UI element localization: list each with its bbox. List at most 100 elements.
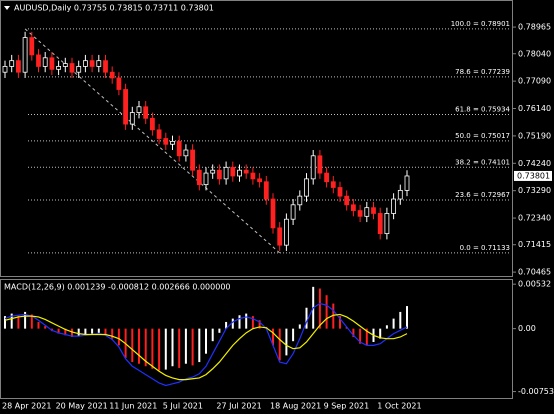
candle-body [384, 213, 390, 235]
fib-label: 100.0 = 0.78901 [451, 20, 510, 28]
candle-body [136, 106, 142, 113]
candle-body [210, 169, 216, 174]
candle-body [243, 169, 249, 174]
candle-body [15, 60, 21, 73]
macd-bar [198, 328, 201, 363]
candle-body [324, 172, 330, 183]
macd-bar [138, 328, 140, 364]
macd-bar [379, 328, 382, 339]
macd-bar [258, 320, 261, 329]
x-tick-label: 9 Sep 2021 [324, 402, 370, 411]
candle-body [183, 149, 189, 157]
macd-bar [77, 328, 80, 337]
macd-bar [218, 328, 221, 333]
y-tick-label: 0.70465 [518, 268, 551, 277]
candle-body [371, 207, 376, 214]
macd-bar [231, 318, 234, 329]
macd-title: MACD(12,26,9) 0.001239 -0.000812 0.00266… [4, 283, 231, 292]
candle-body [203, 172, 209, 186]
macd-bar [117, 328, 120, 346]
x-tick-label: 11 Jun 2021 [109, 402, 157, 411]
macd-bar [131, 328, 134, 363]
candle-body [89, 60, 95, 67]
candle-body [357, 210, 363, 217]
main-frame [0, 0, 513, 277]
candle-body [176, 140, 182, 157]
candle-body [56, 66, 61, 70]
candle-body [397, 189, 403, 200]
candle-body [250, 172, 256, 180]
macd-line [4, 313, 408, 381]
candle-body [29, 37, 35, 56]
macd-bar [171, 328, 174, 367]
price-box [514, 170, 552, 181]
main-title: AUDUSD,Daily 0.73755 0.73815 0.73711 0.7… [14, 4, 214, 13]
macd-bar [399, 311, 402, 329]
y-tick-label: 0.00532 [518, 280, 551, 289]
fib-label: 0.0 = 0.71133 [460, 244, 510, 252]
macd-bar [365, 328, 368, 346]
candle-body [129, 112, 135, 125]
candle-body [277, 227, 283, 246]
candle-body [330, 181, 336, 188]
candle-body [123, 89, 128, 125]
candle-body [317, 155, 323, 174]
y-tick-label: 0.75190 [518, 131, 551, 140]
candle-body [69, 63, 75, 73]
macd-bar [352, 328, 355, 337]
x-tick-label: 18 Aug 2021 [270, 402, 321, 411]
candle-body [257, 178, 263, 183]
macd-bar [339, 316, 341, 329]
macd-bar [245, 313, 248, 329]
macd-bar [251, 316, 254, 329]
macd-bar [57, 328, 60, 334]
candle-body [304, 178, 309, 197]
fib-label: 23.6 = 0.72967 [455, 191, 510, 199]
macd-bar [278, 328, 281, 361]
candle-body [76, 66, 82, 73]
macd-bar [184, 328, 187, 364]
candle-body [364, 207, 370, 217]
macd-bar [359, 328, 362, 344]
candle-body [350, 204, 356, 211]
macd-bar [158, 328, 161, 371]
candle-body [283, 218, 289, 246]
macd-bar [24, 311, 27, 329]
candle-body [96, 60, 102, 67]
macd-bar [17, 315, 20, 329]
macd-bar [211, 328, 214, 342]
candle-body [391, 198, 397, 214]
fib-label: 61.8 = 0.75934 [455, 105, 510, 113]
macd-bar [205, 328, 207, 354]
macd-bar [91, 328, 94, 334]
macd-bar [406, 306, 408, 329]
fib-label: 38.2 = 0.74101 [455, 158, 510, 166]
macd-bar [178, 328, 181, 368]
macd-bar [385, 325, 388, 329]
x-tick-label: 1 Oct 2021 [377, 402, 421, 411]
y-tick-label: 0.73290 [518, 186, 551, 195]
y-tick-label: 0.00 [518, 324, 536, 333]
last-price: 0.73801 [517, 171, 550, 180]
x-tick-label: 28 Apr 2021 [2, 402, 51, 411]
y-tick-label: 0.74240 [518, 159, 551, 168]
macd-bar [238, 315, 241, 329]
candle-body [344, 195, 350, 206]
macd-bar [305, 307, 308, 329]
candle-body [216, 169, 222, 180]
candle-body [143, 106, 149, 119]
macd-bar [44, 326, 47, 329]
fib-label: 50.0 = 0.75017 [455, 132, 510, 140]
candle-body [263, 181, 269, 200]
menu-arrow [4, 6, 10, 10]
candle-body [22, 37, 28, 73]
candle-body [103, 60, 108, 73]
candle-body [163, 138, 169, 145]
macd-bar [292, 328, 295, 342]
macd-bar [332, 303, 335, 329]
candle-body [337, 187, 343, 197]
macd-bar [191, 328, 194, 366]
candle-body [42, 57, 48, 67]
macd-bar [318, 288, 321, 329]
